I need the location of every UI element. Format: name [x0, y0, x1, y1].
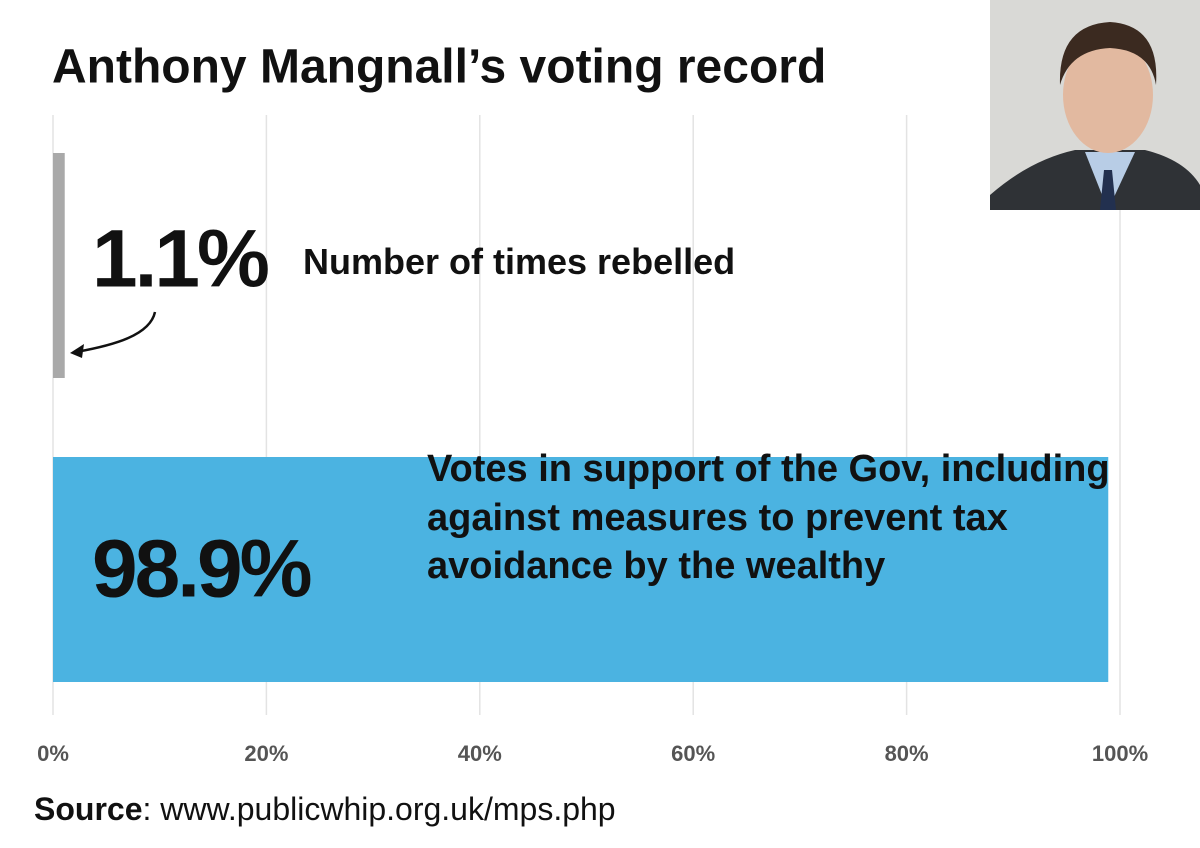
x-tick-label: 20% — [244, 741, 288, 766]
hair — [1059, 22, 1157, 85]
source-text: : www.publicwhip.org.uk/mps.php — [142, 791, 615, 827]
emphasis: against — [427, 496, 561, 539]
value-label: 1.1% — [92, 214, 268, 305]
tie — [1100, 170, 1116, 210]
portrait — [990, 0, 1200, 210]
bar — [53, 153, 65, 378]
suit — [990, 150, 1200, 210]
x-tick-label: 60% — [671, 741, 715, 766]
x-tick-label: 40% — [458, 741, 502, 766]
source-label: Source — [34, 791, 142, 827]
source: Source: www.publicwhip.org.uk/mps.php — [34, 791, 616, 827]
category-label: Number of times rebelled — [303, 240, 736, 282]
bar — [53, 457, 1109, 682]
bars — [53, 153, 1109, 682]
arrow-head — [70, 344, 84, 358]
x-tick-label: 0% — [37, 741, 69, 766]
chart-title: Anthony Mangnall’s voting record — [52, 41, 826, 94]
arrow — [75, 311, 157, 354]
x-tick-label: 80% — [885, 741, 929, 766]
x-tick-label: 100% — [1092, 741, 1148, 766]
category-label: Votes in support of the Gov, including a… — [427, 448, 1110, 587]
face — [1063, 37, 1153, 153]
value-label: 98.9% — [92, 524, 311, 615]
